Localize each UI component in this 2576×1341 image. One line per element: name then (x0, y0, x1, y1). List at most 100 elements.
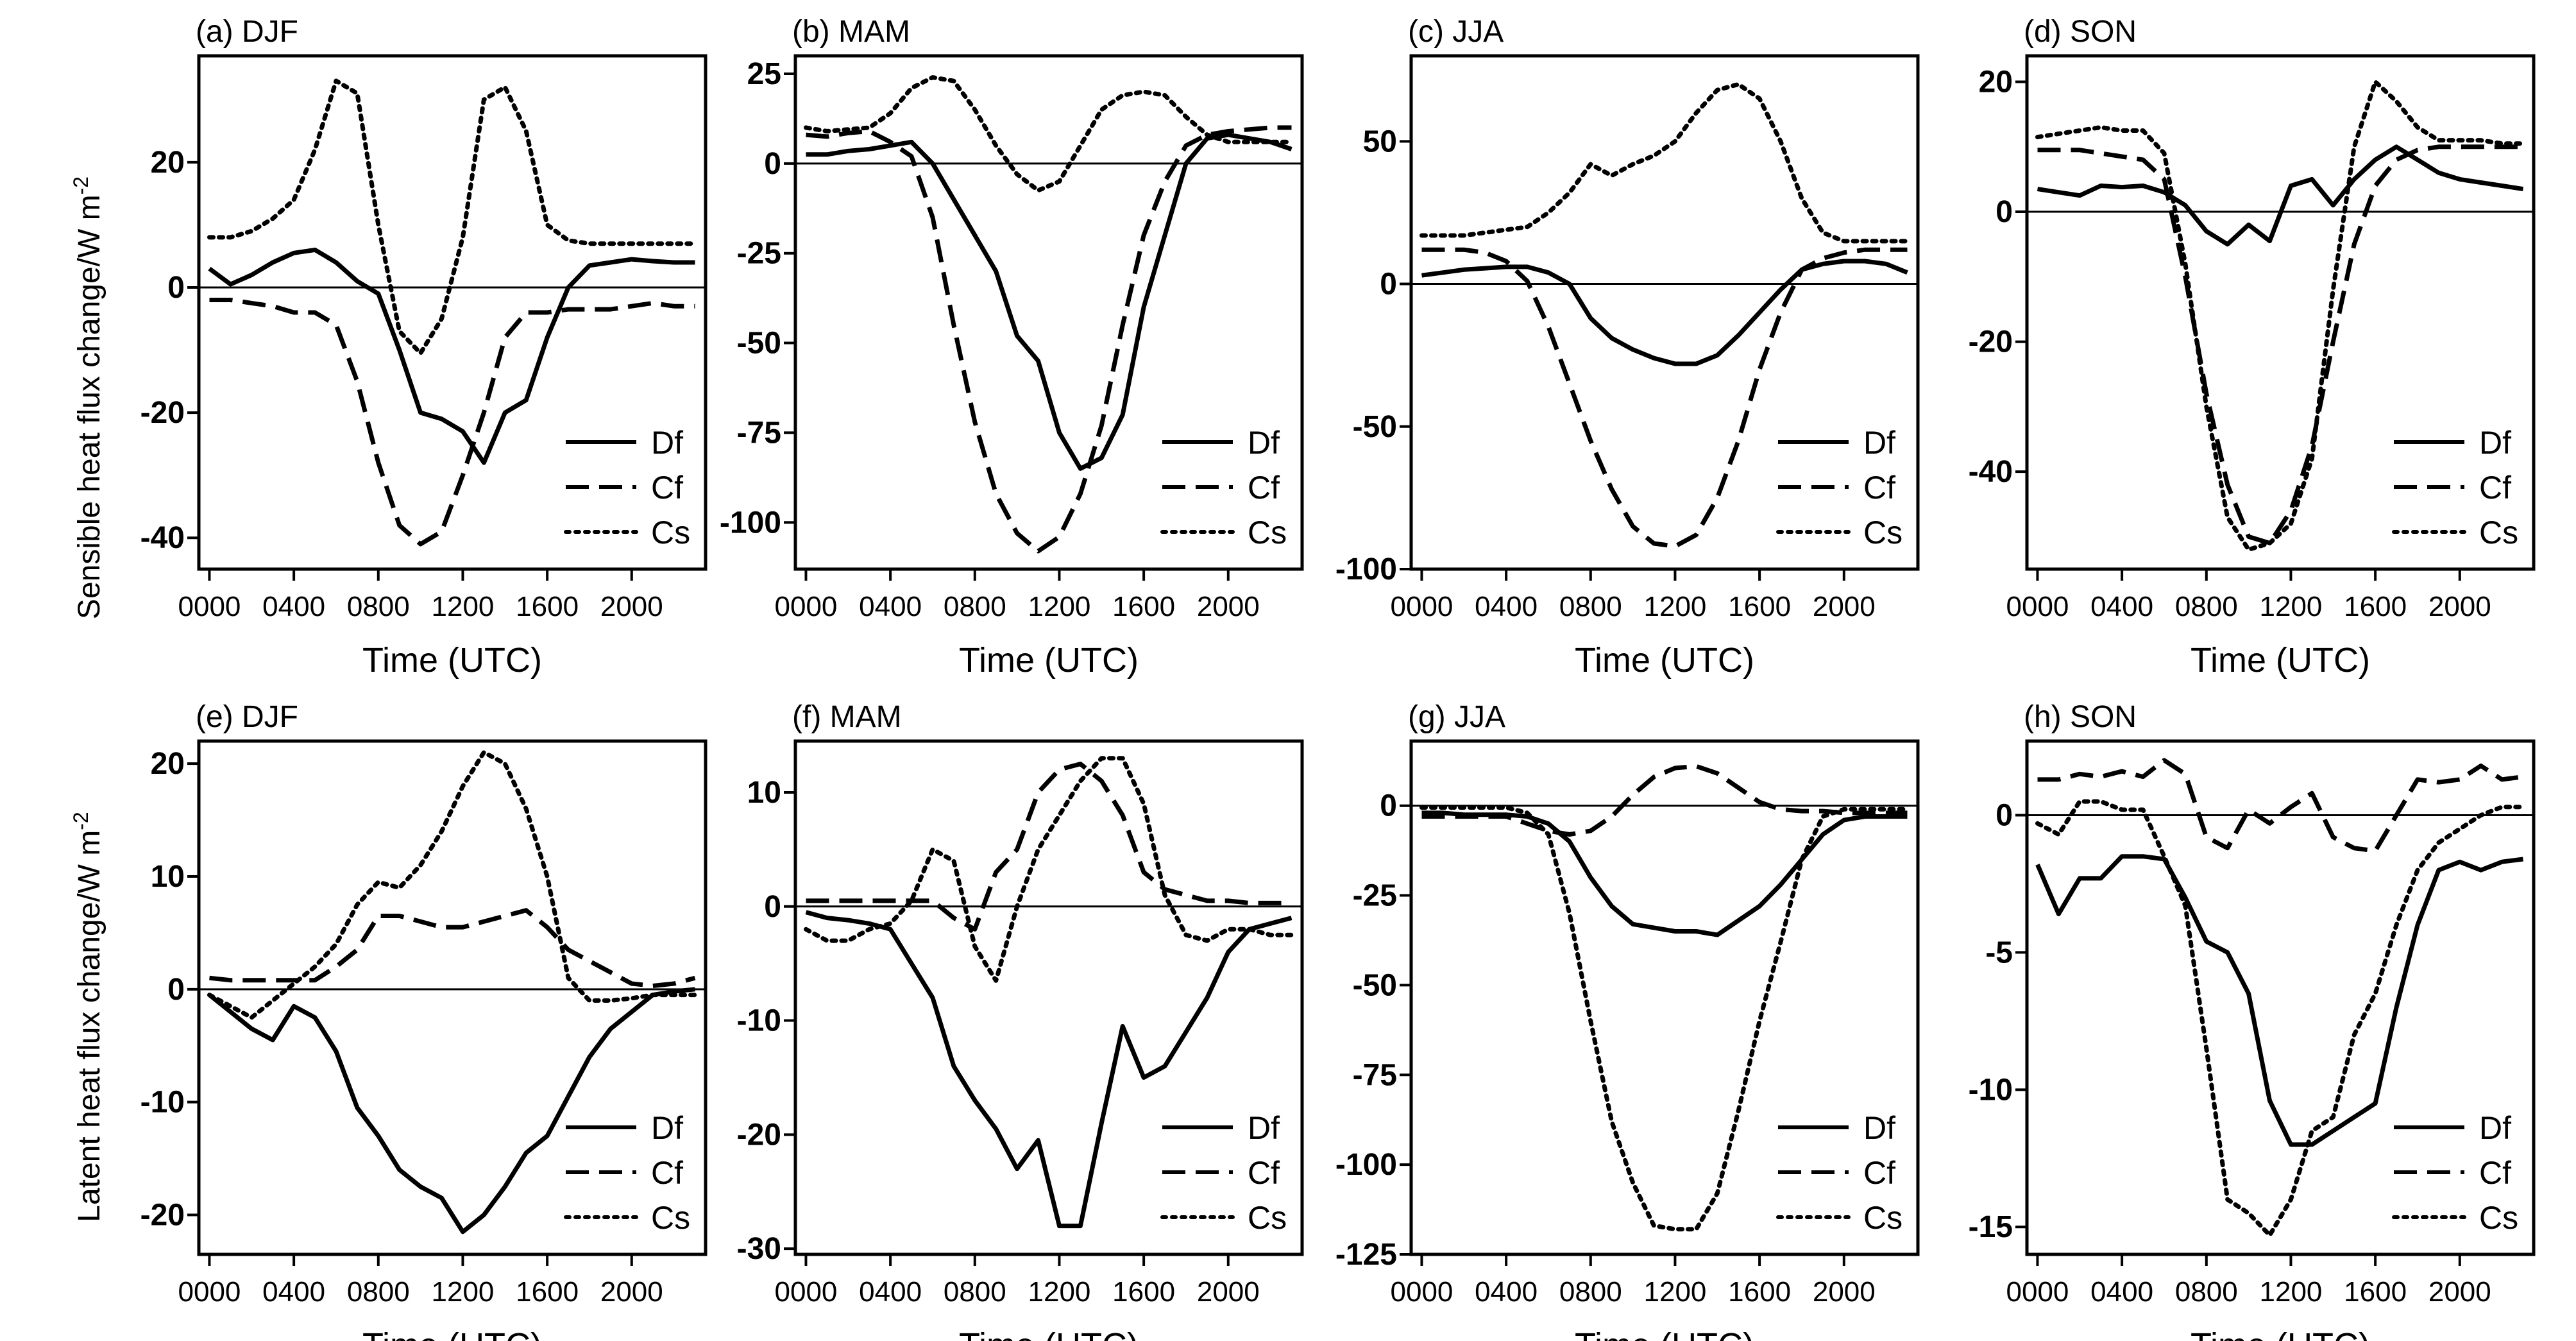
panel-c-y-tick-label: -100 (1335, 552, 1397, 586)
panel-a-x-tick-label: 0000 (178, 591, 241, 622)
panel-g-series-df (1421, 810, 1908, 937)
panel-c-x-tick-label: 0800 (1559, 591, 1622, 622)
panel-a-title: (a) DJF (196, 15, 298, 49)
panel-f-frame (793, 739, 1304, 1256)
panel-d-x-tick-label: 2000 (2428, 591, 2491, 622)
panel-h-series-cf (2037, 758, 2523, 853)
panel-c-x-axis-label: Time (UTC) (1575, 641, 1754, 679)
panel-b-x-tick-label: 0800 (944, 591, 1006, 622)
panel-h-series-cs (2035, 799, 2525, 1238)
y-axis-label-latent-exponent: -2 (69, 812, 92, 830)
panel-d-x-tick-label: 0000 (2006, 591, 2069, 622)
panel-e-x-tick-label: 0800 (347, 1276, 410, 1308)
panel-e-y-tick-label: -20 (140, 1198, 185, 1232)
panel-a-y-tick-label: 0 (167, 271, 185, 305)
panel-d-y-tick-label: -20 (1969, 325, 2013, 359)
panel-b-y-tick-label: 25 (747, 57, 781, 91)
panel-b-x-tick-label: 2000 (1197, 591, 1260, 622)
panel-f-x-tick-label: 0800 (944, 1276, 1006, 1308)
panel-h-x-tick-label: 0400 (2090, 1276, 2153, 1308)
panel-a-legend-label-df: Df (651, 425, 683, 461)
panel-g-title: (g) JJA (1408, 700, 1505, 734)
panel-h-y-tick-label: -15 (1969, 1210, 2013, 1244)
panel-a-frame (197, 54, 708, 571)
panel-f-series-cs (804, 756, 1294, 983)
panel-a-y-tick-label: -20 (140, 396, 185, 430)
panel-g-legend-label-cs: Cs (1863, 1200, 1902, 1236)
panel-b-frame (793, 54, 1304, 571)
panel-g-y-tick-label: -75 (1353, 1058, 1397, 1092)
panel-f-x-axis-label: Time (UTC) (959, 1326, 1139, 1341)
panel-d-y-tick-label: 0 (1996, 195, 2013, 229)
panel-d: (d) SON 0000 0400 0800 1200 1600 2000 20 0 -20 -40… (1969, 15, 2536, 679)
y-axis-label-sensible-exponent: -2 (69, 176, 92, 194)
panel-d-x-tick-label: 0400 (2090, 591, 2153, 622)
panel-h-y-tick-label: -5 (1985, 935, 2013, 969)
panel-b-series-cf (806, 125, 1292, 554)
panel-h-title: (h) SON (2024, 700, 2137, 734)
panel-g-x-tick-label: 1600 (1728, 1276, 1791, 1308)
y-axis-label-top: Sensible heat flux change/W m-2 (69, 176, 106, 619)
panel-a-legend-label-cf: Cf (651, 470, 683, 506)
panel-d-x-axis-label: Time (UTC) (2190, 641, 2370, 679)
panel-f-y-tick-label: -30 (737, 1232, 781, 1266)
panel-h: (h) SON 0000 0400 0800 1200 1600 2000 0 -5 -10 -15… (1969, 700, 2536, 1341)
panel-d-legend-label-df: Df (2479, 425, 2511, 461)
panel-c-legend-label-cf: Cf (1863, 470, 1895, 506)
panel-b-series-cs (804, 75, 1294, 193)
panel-h-y-tick-label: 0 (1996, 799, 2013, 833)
panel-c-x-tick-label: 1600 (1728, 591, 1791, 622)
panel-h-series-df (2035, 854, 2523, 1147)
panel-a: (a) DJF 0000 0400 0800 1200 1600 2000 20 0 -20 -40… (140, 15, 708, 679)
panel-a-legend-label-cs: Cs (651, 515, 690, 551)
panel-b-legend-label-df: Df (1248, 425, 1280, 461)
panel-g-legend-label-cf: Cf (1863, 1155, 1895, 1191)
panel-e-frame (197, 739, 708, 1256)
panel-d-series-cf (2037, 144, 2523, 545)
panel-c-y-tick-label: 50 (1363, 124, 1397, 158)
panel-b: (b) MAM 0000 0400 0800 1200 1600 2000 25 0 -25 -50… (720, 15, 1304, 679)
panel-e-legend-label-cf: Cf (651, 1155, 683, 1191)
panel-h-x-tick-label: 1200 (2260, 1276, 2323, 1308)
panel-f-legend-label-cs: Cs (1248, 1200, 1287, 1236)
panel-d-legend-label-cf: Cf (2479, 470, 2511, 506)
panel-d-y-tick-label: -40 (1969, 455, 2013, 489)
panel-a-x-tick-label: 2000 (600, 591, 663, 622)
panel-e-legend-label-cs: Cs (651, 1200, 690, 1236)
panel-f: (f) MAM 0000 0400 0800 1200 1600 2000 10 0 -10 -20… (737, 700, 1304, 1341)
panel-f-series-df (805, 910, 1292, 1229)
panel-e-x-tick-label: 0400 (262, 1276, 325, 1308)
panel-b-y-tick-label: 0 (764, 147, 781, 181)
panel-f-x-tick-label: 1600 (1112, 1276, 1175, 1308)
panel-g-x-tick-label: 0400 (1475, 1276, 1538, 1308)
panel-g-x-tick-label: 0800 (1559, 1276, 1622, 1308)
panel-f-legend-label-df: Df (1248, 1110, 1280, 1146)
panel-f-x-tick-label: 1200 (1028, 1276, 1091, 1308)
panel-g-y-tick-label: 0 (1380, 789, 1397, 823)
panel-d-y-tick-label: 20 (1979, 65, 2013, 99)
panel-f-title: (f) MAM (792, 700, 902, 734)
panel-a-series-cf (209, 298, 695, 547)
panel-d-legend-label-cs: Cs (2479, 515, 2518, 551)
panel-b-x-tick-label: 0000 (775, 591, 838, 622)
panel-b-y-tick-label: -75 (737, 416, 781, 450)
panel-c-frame (1409, 54, 1920, 571)
panel-b-x-tick-label: 0400 (859, 591, 922, 622)
panel-c-series-cs (1419, 81, 1910, 244)
panel-e-series-cf (209, 908, 696, 988)
panel-d-title: (d) SON (2024, 15, 2137, 49)
panel-e-x-tick-label: 1600 (516, 1276, 579, 1308)
panel-d-x-tick-label: 1600 (2344, 591, 2407, 622)
y-axis-label-bottom: Latent heat flux change/W m-2 (69, 812, 106, 1222)
panel-e-legend-label-df: Df (651, 1110, 683, 1146)
panel-e-series-df (208, 987, 695, 1234)
panel-a-x-tick-label: 1600 (516, 591, 579, 622)
panel-e: (e) DJF 0000 0400 0800 1200 1600 2000 20 10 0 -10 -… (140, 700, 708, 1341)
panel-c-y-tick-label: -50 (1353, 410, 1397, 444)
panel-e-x-tick-label: 0000 (178, 1276, 241, 1308)
panel-c-series-cf (1421, 247, 1908, 549)
panel-c-y-tick-label: 0 (1380, 268, 1397, 302)
panel-c-x-tick-label: 0000 (1391, 591, 1453, 622)
